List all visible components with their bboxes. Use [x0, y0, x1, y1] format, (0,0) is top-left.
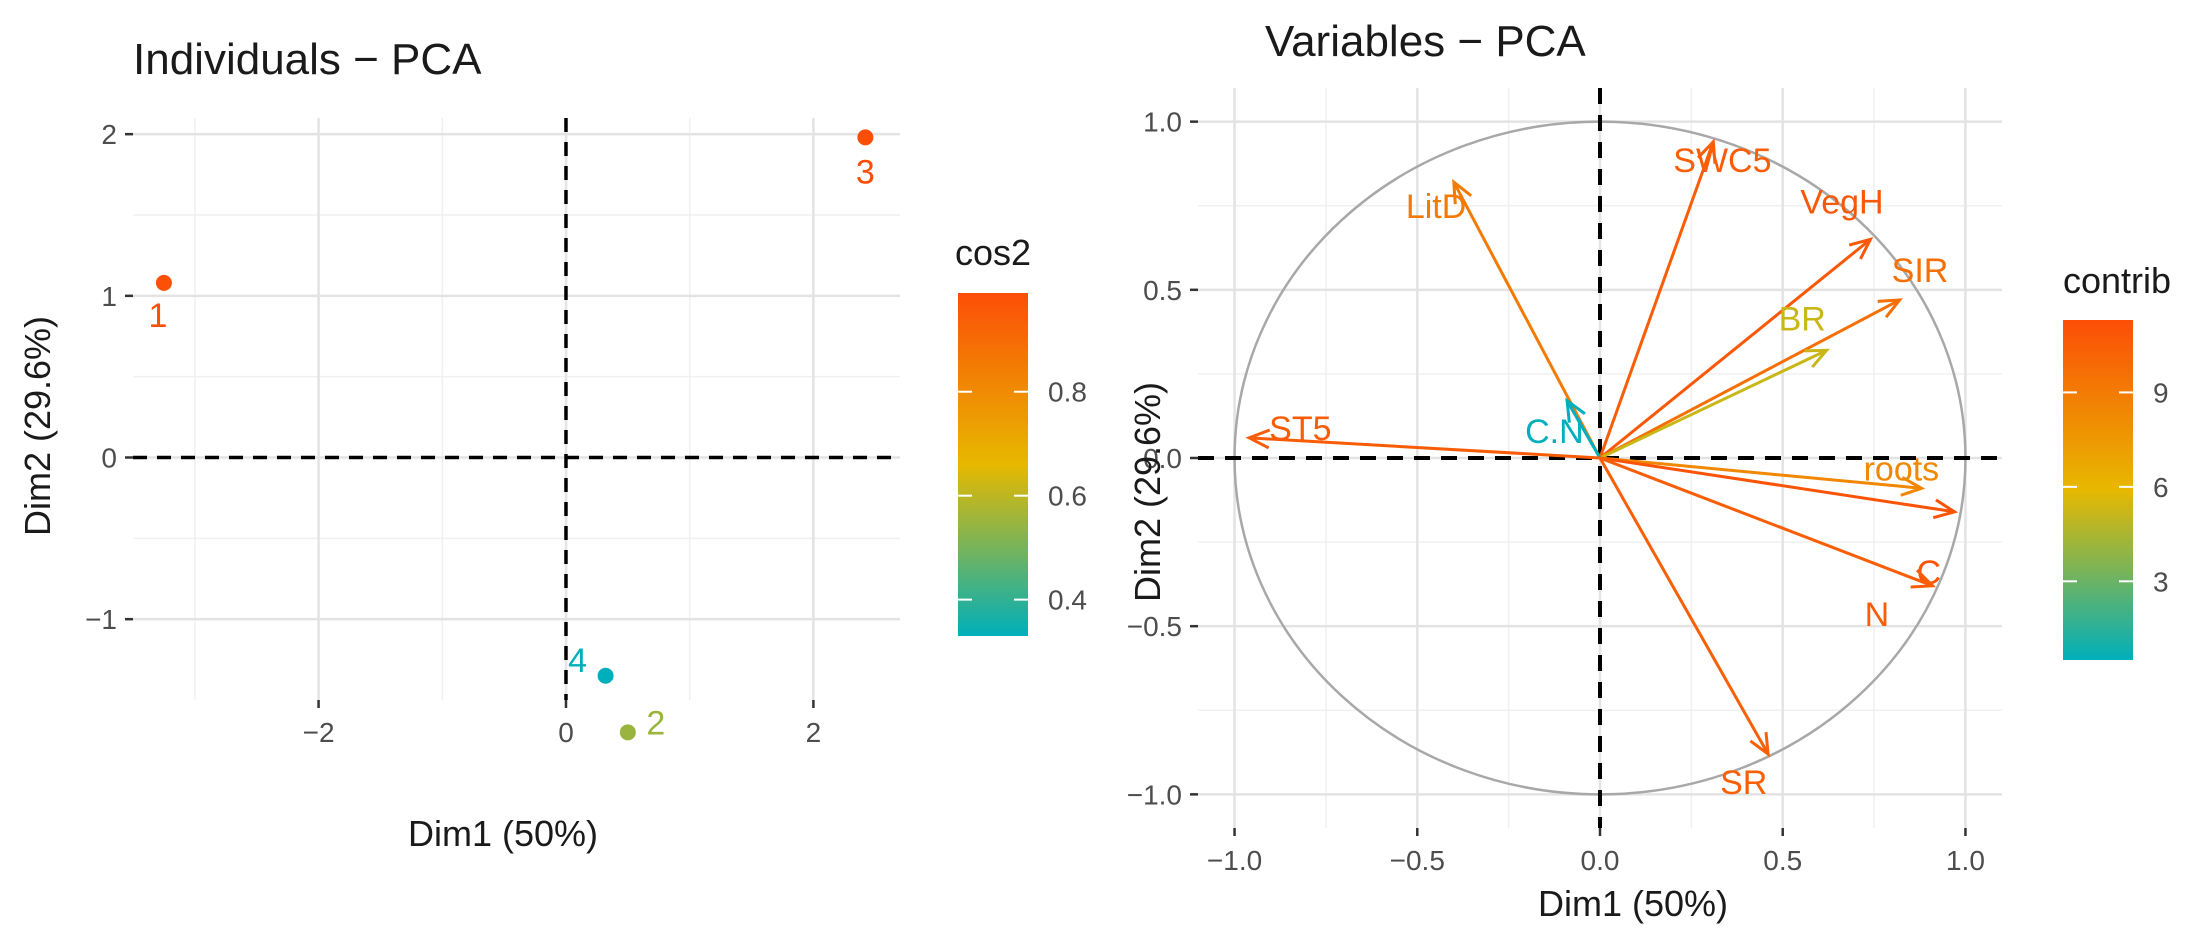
variable-arrowhead-cn — [1565, 397, 1586, 423]
variable-arrowhead-sir — [1877, 298, 1903, 319]
variable-arrowhead-vegh — [1848, 237, 1874, 260]
individual-label-2: 2 — [646, 704, 665, 742]
variable-arrow-roots — [1599, 456, 1922, 490]
cos2-legend: cos2 0.4 0.6 0.8 — [955, 232, 1087, 636]
individual-label-3: 3 — [856, 153, 875, 191]
individuals-grid — [133, 118, 900, 700]
variable-label-cn: C.N — [1525, 413, 1584, 451]
variable-arrow-n — [1599, 456, 1934, 588]
variable-label-roots: roots — [1864, 450, 1940, 488]
y-tick-label: 2 — [101, 119, 117, 150]
variable-arrowhead-st5 — [1245, 428, 1271, 450]
variable-label-br: BR — [1779, 300, 1826, 338]
y-tick-label: 0 — [101, 443, 117, 474]
variable-arrow-vegh — [1599, 238, 1872, 460]
variable-arrowhead-n — [1910, 569, 1936, 589]
variable-arrow-br — [1599, 349, 1828, 460]
x-tick-label: −2 — [303, 717, 335, 748]
variable-arrow-c — [1599, 456, 1955, 514]
variable-arrow-sir — [1599, 298, 1901, 460]
individuals-axis-ticks: −2 0 2 −1 0 1 2 — [85, 119, 821, 748]
variable-label-st5: ST5 — [1269, 410, 1331, 448]
y-tick-label: −1.0 — [1127, 779, 1182, 810]
variables-panel: Variables − PCA −1.0 −0.5 0.0 0.5 1.0 −1.0 −0.… — [1127, 17, 2171, 924]
x-tick-label: −1.0 — [1207, 845, 1262, 876]
variable-label-sr: SR — [1720, 764, 1767, 802]
cos2-legend-ticks: 0.4 0.6 0.8 — [958, 377, 1087, 616]
individual-label-4: 4 — [568, 642, 587, 680]
variable-arrowhead-c — [1932, 498, 1959, 520]
contrib-tick-label: 9 — [2153, 377, 2169, 408]
y-tick-label: 1 — [101, 281, 117, 312]
variable-label-litd: LitD — [1406, 188, 1466, 226]
y-tick-label: 1.0 — [1143, 107, 1182, 138]
x-tick-label: −0.5 — [1390, 845, 1445, 876]
individual-point-2 — [619, 724, 636, 741]
x-tick-label: 0 — [558, 717, 574, 748]
contrib-colorbar — [2063, 320, 2133, 660]
cos2-tick-label: 0.6 — [1048, 481, 1087, 512]
contrib-tick-label: 3 — [2153, 566, 2169, 597]
y-tick-label: −0.5 — [1127, 611, 1182, 642]
contrib-legend: contrib 3 6 9 — [2063, 260, 2171, 660]
y-tick-label: −1 — [85, 604, 117, 635]
individuals-reference-lines — [133, 118, 900, 700]
contrib-legend-ticks: 3 6 9 — [2063, 377, 2169, 597]
variable-label-vegh: VegH — [1800, 183, 1883, 221]
variable-arrowhead-swc5 — [1696, 138, 1717, 164]
variables-x-axis-label: Dim1 (50%) — [1538, 883, 1728, 924]
variable-arrow-st5 — [1249, 436, 1601, 460]
variables-axis-ticks: −1.0 −0.5 0.0 0.5 1.0 −1.0 −0.5 0.0 0.5 1.0 — [1127, 107, 1985, 876]
individual-point-3 — [857, 129, 874, 146]
individual-point-4 — [597, 667, 614, 684]
x-tick-label: 0.5 — [1763, 845, 1802, 876]
variable-arrowhead-sr — [1749, 731, 1770, 758]
x-tick-label: 1.0 — [1946, 845, 1985, 876]
individuals-panel: Individuals − PCA −2 0 2 −1 0 1 2 1 2 3 4 Dim1 (5… — [17, 35, 1087, 854]
cos2-legend-title: cos2 — [955, 232, 1031, 273]
variable-label-n: N — [1865, 596, 1890, 634]
variable-arrow-sr — [1598, 457, 1770, 755]
variable-arrow-cn — [1565, 400, 1602, 459]
variable-arrow-litd — [1452, 181, 1602, 459]
variable-label-swc5: SWC5 — [1673, 142, 1771, 180]
individuals-title: Individuals − PCA — [133, 35, 482, 84]
variables-title: Variables − PCA — [1265, 17, 1586, 66]
variables-reference-lines — [1198, 88, 2002, 828]
contrib-legend-title: contrib — [2063, 260, 2171, 301]
cos2-colorbar — [958, 293, 1028, 636]
y-tick-label: 0.0 — [1143, 443, 1182, 474]
individuals-plot-area — [133, 118, 900, 700]
y-tick-label: 0.5 — [1143, 275, 1182, 306]
x-tick-label: 2 — [806, 717, 822, 748]
contrib-tick-label: 6 — [2153, 472, 2169, 503]
variable-arrowhead-litd — [1452, 178, 1473, 205]
variables-y-axis-label: Dim2 (29.6%) — [1127, 382, 1168, 602]
variable-arrowhead-br — [1804, 348, 1830, 369]
individuals-x-axis-label: Dim1 (50%) — [408, 813, 598, 854]
variable-arrowhead-roots — [1900, 476, 1926, 497]
variable-arrow-swc5 — [1598, 141, 1715, 459]
cos2-tick-label: 0.8 — [1048, 377, 1087, 408]
x-tick-label: 0.0 — [1581, 845, 1620, 876]
individual-point-1 — [155, 274, 172, 291]
individual-label-1: 1 — [148, 297, 167, 335]
individuals-y-axis-label: Dim2 (29.6%) — [17, 316, 58, 536]
cos2-tick-label: 0.4 — [1048, 585, 1087, 616]
variable-label-sir: SIR — [1892, 252, 1949, 290]
individuals-points: 1 2 3 4 — [148, 129, 875, 742]
